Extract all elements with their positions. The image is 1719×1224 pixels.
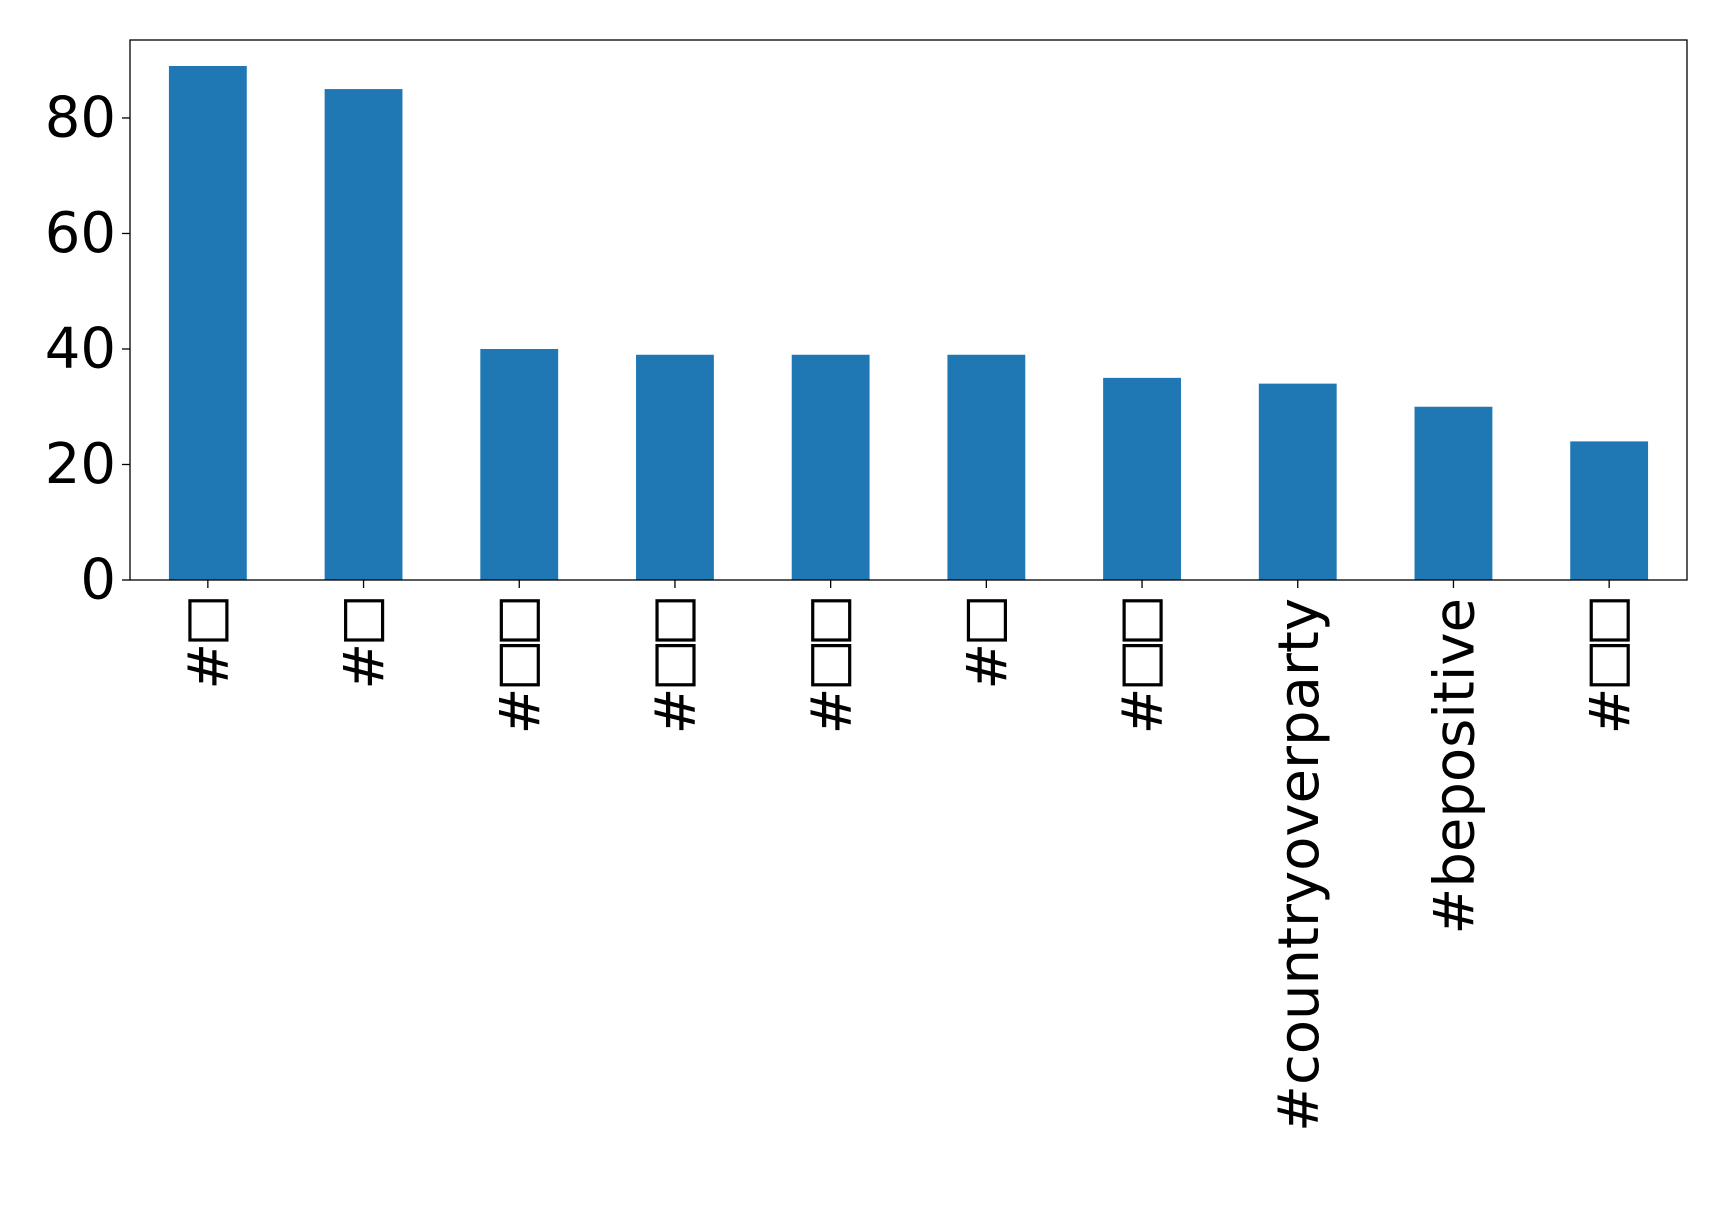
missing-glyph-box <box>655 644 696 687</box>
plot-frame <box>129 39 1688 581</box>
missing-glyph-box <box>1589 599 1630 642</box>
x-axis: # # # # # # # #countryoverparty #bepositive # <box>177 580 1643 1132</box>
x-tick-label-text: # <box>800 688 865 735</box>
missing-glyph-box <box>344 599 385 642</box>
x-tick-label: #bepositive <box>1423 598 1488 935</box>
x-tick-label-text: # <box>956 643 1021 690</box>
x-tick-label: # <box>644 599 709 735</box>
x-tick-label: # <box>488 599 553 735</box>
y-tick-label: 80 <box>45 85 116 150</box>
missing-glyph-box <box>966 599 1007 642</box>
x-tick-label: # <box>1578 599 1643 735</box>
x-tick-label: # <box>177 599 242 690</box>
missing-glyph-box <box>811 599 852 642</box>
bar <box>480 348 559 580</box>
missing-glyph-box <box>188 599 229 642</box>
bars-layer <box>168 65 1649 580</box>
x-tick-label: #countryoverparty <box>1267 598 1332 1132</box>
bar <box>1570 441 1649 580</box>
x-tick-label-text: # <box>644 688 709 735</box>
missing-glyph-box <box>655 599 696 642</box>
missing-glyph-box <box>811 644 852 687</box>
missing-glyph-box <box>499 644 540 687</box>
x-tick-label-text: # <box>1578 688 1643 735</box>
x-tick-label-text: # <box>333 643 398 690</box>
bar <box>168 65 247 580</box>
y-tick-label: 40 <box>45 316 116 381</box>
bar <box>947 354 1026 580</box>
x-tick-label: # <box>1111 599 1176 735</box>
x-tick-label: # <box>800 599 865 735</box>
x-tick-label-text: #countryoverparty <box>1267 598 1332 1132</box>
bar <box>1414 406 1493 580</box>
bar <box>791 354 870 580</box>
missing-glyph-box <box>1589 644 1630 687</box>
x-tick-label-text: # <box>1111 688 1176 735</box>
y-tick-label: 20 <box>45 432 116 497</box>
bar <box>324 89 403 580</box>
y-tick-label: 60 <box>45 201 116 266</box>
bar <box>1258 383 1337 580</box>
y-tick-label: 0 <box>80 548 116 613</box>
missing-glyph-box <box>1122 644 1163 687</box>
x-tick-label: # <box>956 599 1021 690</box>
x-tick-label-text: #bepositive <box>1423 598 1488 935</box>
missing-glyph-box <box>499 599 540 642</box>
bar <box>1103 377 1181 580</box>
x-tick-label: # <box>333 599 398 690</box>
bar <box>636 354 714 580</box>
x-tick-label-text: # <box>488 688 553 735</box>
y-axis: 0 20 40 60 80 <box>45 85 130 613</box>
x-tick-label-text: # <box>177 643 242 690</box>
missing-glyph-box <box>1122 599 1163 642</box>
